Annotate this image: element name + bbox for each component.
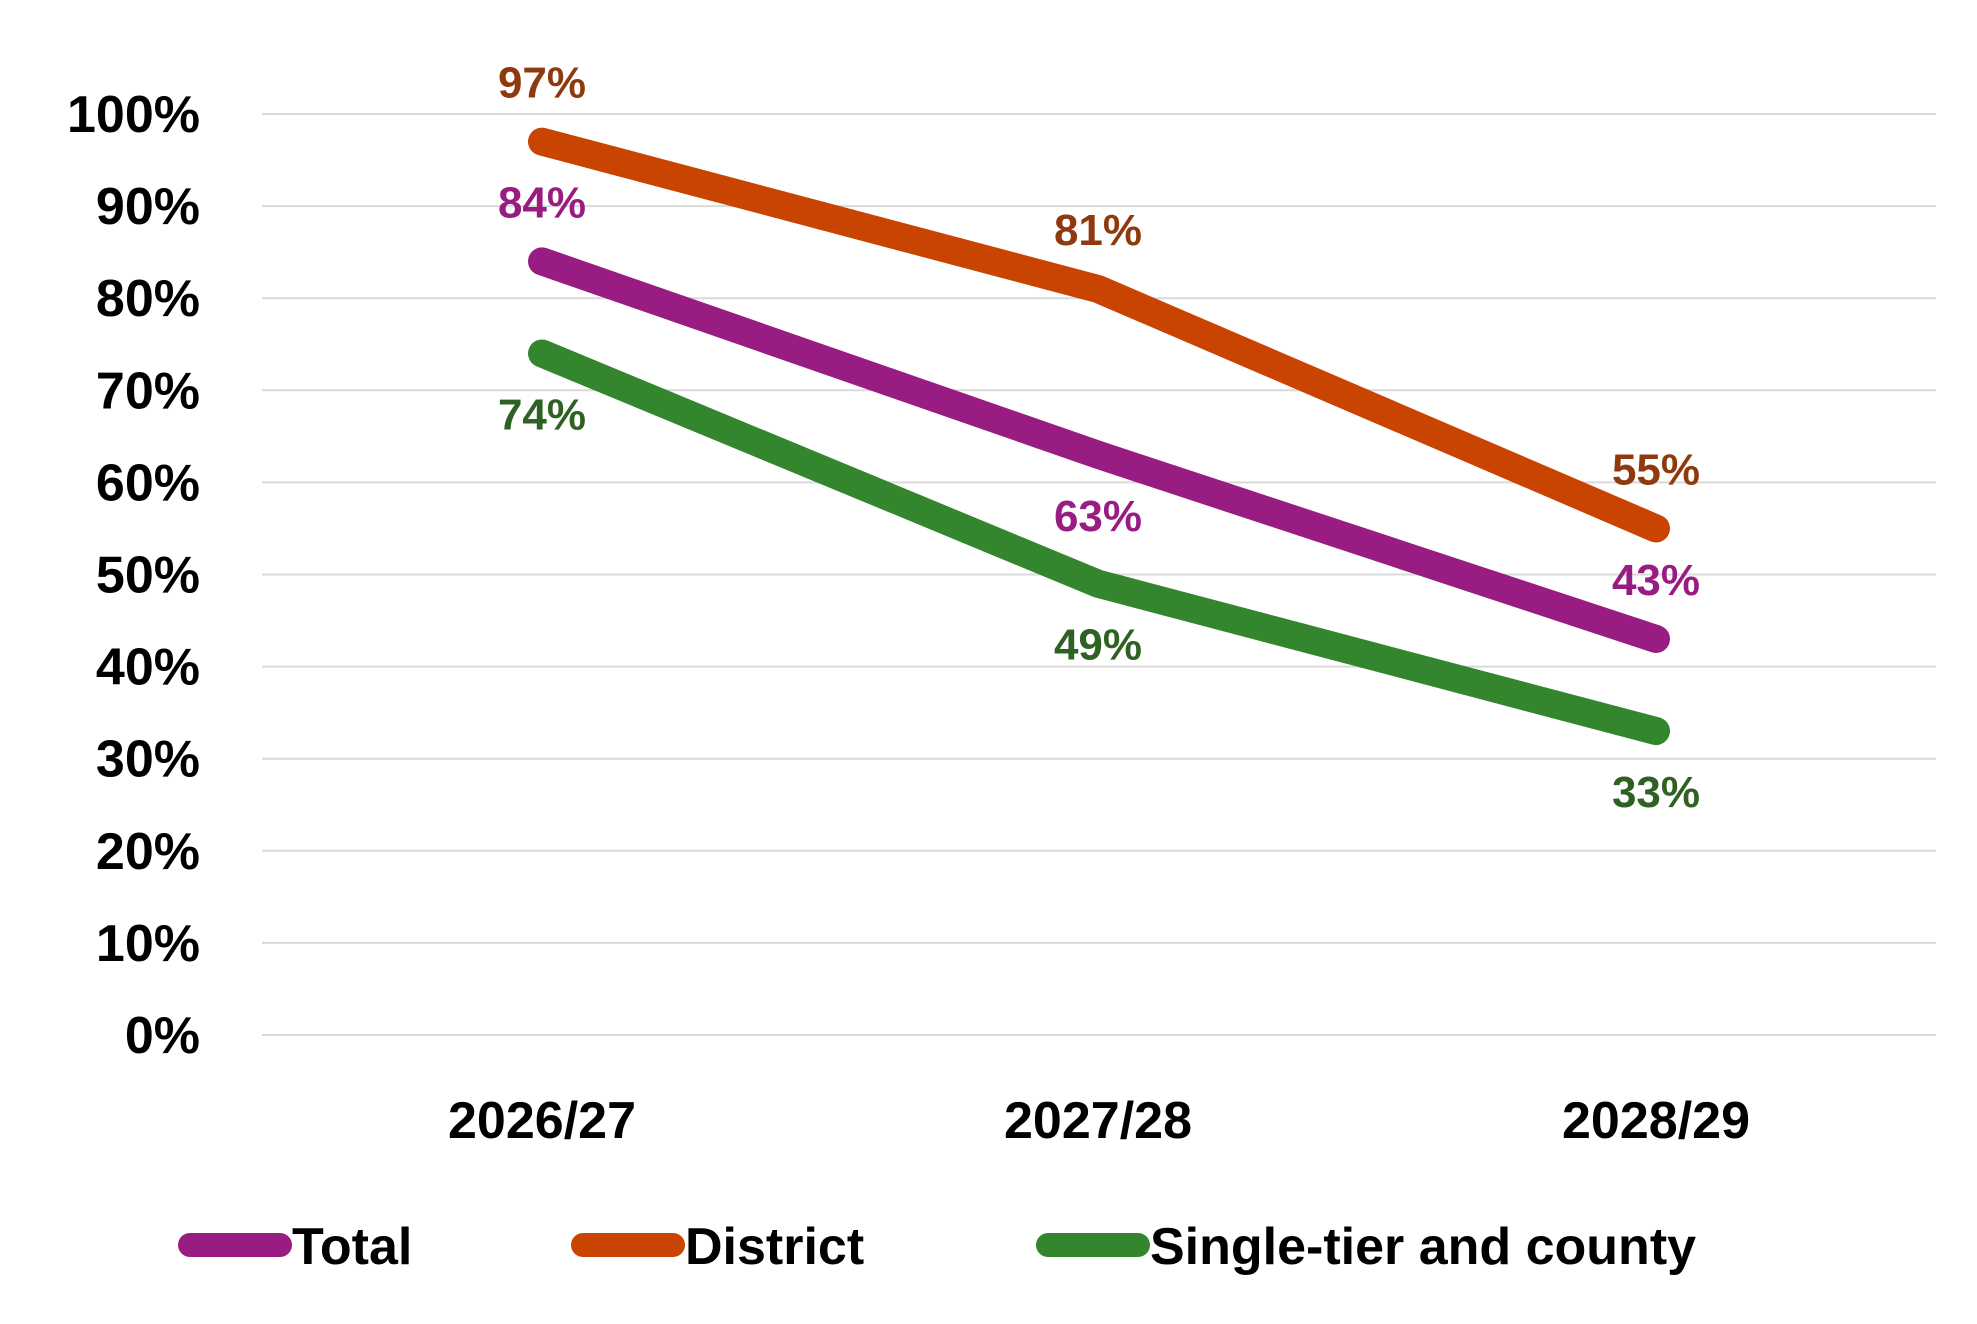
series-line-district bbox=[528, 127, 1670, 543]
legend-label-total: Total bbox=[292, 1218, 412, 1276]
x-tick-label: 2028/29 bbox=[1562, 1092, 1750, 1150]
data-label-district: 81% bbox=[1054, 206, 1142, 255]
data-label-single-tier-and-county: 33% bbox=[1612, 768, 1700, 817]
y-tick-label: 40% bbox=[96, 639, 200, 697]
data-label-district: 55% bbox=[1612, 445, 1700, 494]
data-label-single-tier-and-county: 74% bbox=[498, 390, 586, 439]
y-tick-label: 0% bbox=[125, 1007, 200, 1065]
x-tick-label: 2027/28 bbox=[1004, 1092, 1192, 1150]
legend-label-district: District bbox=[685, 1218, 864, 1276]
legend: Total District Single-tier and county bbox=[178, 1218, 1696, 1276]
y-tick-label: 100% bbox=[67, 86, 200, 144]
y-tick-label: 20% bbox=[96, 823, 200, 881]
data-label-single-tier-and-county: 49% bbox=[1054, 621, 1142, 670]
y-tick-label: 50% bbox=[96, 547, 200, 605]
legend-label-single-tier-and-county: Single-tier and county bbox=[1150, 1218, 1696, 1276]
series-line-single-tier-and-county bbox=[528, 339, 1670, 746]
y-tick-label: 90% bbox=[96, 178, 200, 236]
y-tick-label: 30% bbox=[96, 731, 200, 789]
y-tick-label: 10% bbox=[96, 915, 200, 973]
data-label-district: 97% bbox=[498, 59, 586, 108]
series-lines bbox=[528, 127, 1670, 746]
data-labels: 84% 63% 43% 97% 81% 55% 74% 49% 33% bbox=[498, 59, 1700, 817]
data-label-total: 84% bbox=[498, 178, 586, 227]
y-axis-ticks: 0% 10% 20% 30% 40% 50% 60% 70% 80% 90% 100% bbox=[67, 86, 200, 1065]
data-label-total: 43% bbox=[1612, 556, 1700, 605]
x-axis-ticks: 2026/27 2027/28 2028/29 bbox=[448, 1092, 1750, 1150]
series-line-total bbox=[528, 247, 1670, 653]
y-tick-label: 80% bbox=[96, 270, 200, 328]
y-tick-label: 70% bbox=[96, 362, 200, 420]
y-tick-label: 60% bbox=[96, 454, 200, 512]
data-label-total: 63% bbox=[1054, 492, 1142, 541]
x-tick-label: 2026/27 bbox=[448, 1092, 636, 1150]
